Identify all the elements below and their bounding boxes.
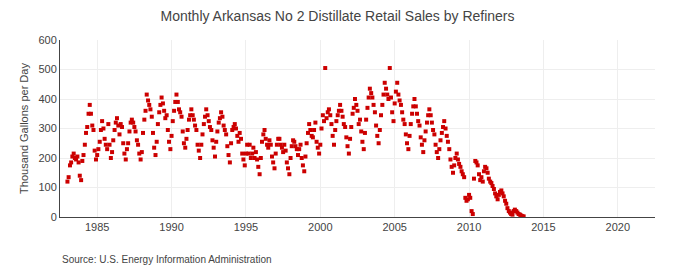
svg-text:1990: 1990 <box>159 221 183 233</box>
svg-text:200: 200 <box>38 152 56 164</box>
svg-text:Monthly Arkansas No 2 Distilla: Monthly Arkansas No 2 Distillate Retail … <box>160 8 514 24</box>
svg-text:Source: U.S. Energy Informatio: Source: U.S. Energy Information Administ… <box>62 254 272 265</box>
svg-text:Thousand Gallons per Day: Thousand Gallons per Day <box>18 63 30 194</box>
svg-text:1985: 1985 <box>85 221 109 233</box>
svg-text:0: 0 <box>51 211 57 223</box>
svg-text:600: 600 <box>38 34 56 46</box>
svg-text:1995: 1995 <box>234 221 258 233</box>
svg-text:100: 100 <box>38 181 56 193</box>
svg-text:2015: 2015 <box>531 221 555 233</box>
svg-text:2005: 2005 <box>382 221 406 233</box>
svg-text:2000: 2000 <box>308 221 332 233</box>
svg-text:400: 400 <box>38 93 56 105</box>
svg-text:500: 500 <box>38 63 56 75</box>
svg-text:2010: 2010 <box>457 221 481 233</box>
svg-text:300: 300 <box>38 122 56 134</box>
svg-text:2020: 2020 <box>606 221 630 233</box>
